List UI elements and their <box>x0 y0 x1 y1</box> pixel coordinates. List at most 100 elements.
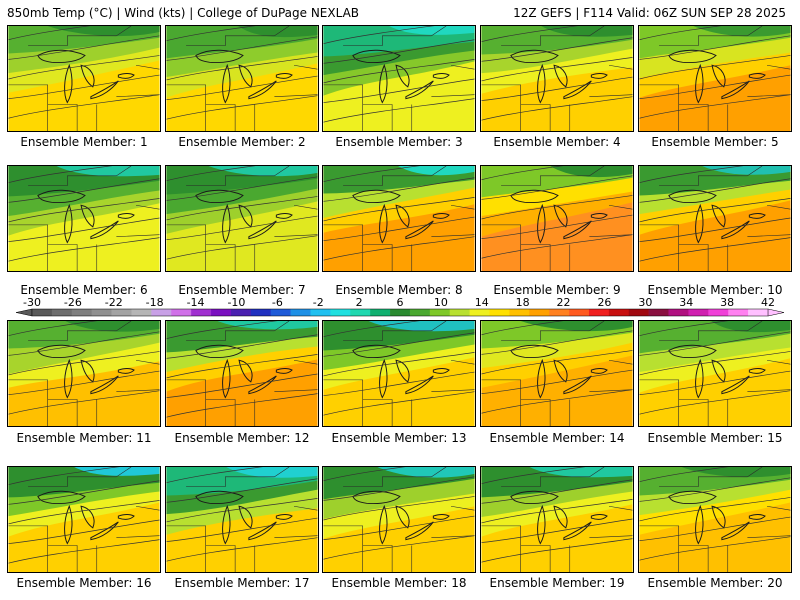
colorbar-swatch <box>270 309 291 316</box>
colorbar-swatch <box>131 309 152 316</box>
ensemble-member-label: Ensemble Member: 15 <box>647 431 783 445</box>
temperature-map <box>480 165 634 272</box>
colorbar-tick-label: -26 <box>64 296 82 309</box>
height-contours <box>639 321 791 415</box>
state-borders <box>481 467 633 572</box>
temp-band <box>217 321 318 330</box>
temp-band <box>520 321 633 332</box>
colorbar-swatch <box>728 309 749 316</box>
temp-band <box>238 26 318 38</box>
state-borders <box>323 166 475 271</box>
colorbar-tick-label: -18 <box>146 296 164 309</box>
state-borders <box>481 166 633 271</box>
temp-band <box>377 467 475 478</box>
colorbar-tick-label: 34 <box>679 296 693 309</box>
great-lakes-outline <box>510 490 608 545</box>
state-borders <box>8 467 160 572</box>
temperature-map <box>7 25 161 132</box>
state-borders <box>166 321 318 426</box>
colorbar-swatch <box>111 309 132 316</box>
state-borders <box>166 467 318 572</box>
temperature-map <box>480 320 634 427</box>
temperature-map <box>165 165 319 272</box>
height-contours <box>166 166 318 260</box>
colorbar-swatch <box>588 309 610 316</box>
great-lakes-outline <box>352 490 450 545</box>
height-contours <box>481 166 633 259</box>
colorbar-swatch <box>608 309 630 316</box>
temperature-map <box>322 165 476 272</box>
ensemble-panel <box>7 320 161 427</box>
temperature-map <box>638 25 792 132</box>
colorbar-swatch <box>191 309 212 316</box>
height-contours <box>639 467 791 561</box>
temp-band <box>368 321 475 332</box>
colorbar-swatch <box>648 309 669 316</box>
temperature-map <box>480 466 634 573</box>
ensemble-member-label: Ensemble Member: 7 <box>178 283 306 297</box>
colorbar-swatch <box>509 309 530 316</box>
temp-band <box>65 321 160 332</box>
temp-band <box>541 26 633 37</box>
great-lakes-outline <box>510 344 608 399</box>
state-borders <box>481 321 633 426</box>
temp-band <box>74 467 160 476</box>
height-contours <box>481 321 633 414</box>
colorbar-swatch <box>569 309 590 316</box>
temperature-map <box>480 25 634 132</box>
height-contours <box>8 321 160 415</box>
colorbar-tick-label: 22 <box>557 296 571 309</box>
height-contours <box>323 321 475 416</box>
colorbar-swatch <box>171 309 192 316</box>
height-contours <box>481 26 633 121</box>
ensemble-panel <box>165 25 319 132</box>
temperature-map <box>638 320 792 427</box>
ensemble-panel <box>322 165 476 272</box>
ensemble-member-label: Ensemble Member: 19 <box>489 576 625 590</box>
ensemble-panel <box>638 25 792 132</box>
colorbar-swatch <box>688 309 709 316</box>
temp-band <box>389 26 475 35</box>
height-contours <box>323 26 475 123</box>
colorbar-tick-label: -6 <box>272 296 283 309</box>
header-left-title: 850mb Temp (°C) | Wind (kts) | College o… <box>7 6 360 20</box>
colorbar-tick-label: 42 <box>761 296 775 309</box>
colorbar-swatch <box>350 309 371 316</box>
height-contours <box>639 26 791 119</box>
ensemble-member-label: Ensemble Member: 12 <box>174 431 310 445</box>
colorbar-swatch <box>549 309 570 316</box>
colorbar-swatch <box>708 309 729 316</box>
colorbar-swatch <box>330 309 351 316</box>
temperature-colorbar: -30 -26 -22 -18 -14 -10 -6 -2 2 6 10 14 18 22 26 30 34 38… <box>15 296 785 317</box>
temperature-map <box>322 466 476 573</box>
height-contours <box>8 166 160 262</box>
colorbar-swatch <box>409 309 431 316</box>
ensemble-member-label: Ensemble Member: 14 <box>489 431 625 445</box>
ensemble-member-label: Ensemble Member: 3 <box>335 135 463 149</box>
colorbar-swatch <box>290 309 311 316</box>
ensemble-member-label: Ensemble Member: 11 <box>16 431 152 445</box>
ensemble-panel <box>480 466 634 573</box>
colorbar-swatch <box>32 309 53 316</box>
colorbar-arrow-left <box>15 308 33 317</box>
colorbar-swatch <box>151 309 172 316</box>
ensemble-panel <box>322 466 476 573</box>
great-lakes-outline <box>668 49 766 104</box>
colorbar-tick-label: 2 <box>356 296 363 309</box>
colorbar-swatch <box>390 309 411 316</box>
temperature-map <box>165 466 319 573</box>
colorbar-tick-label: 18 <box>516 296 530 309</box>
state-borders <box>639 26 791 131</box>
colorbar-tick-label: -10 <box>227 296 245 309</box>
ensemble-member-label: Ensemble Member: 18 <box>331 576 467 590</box>
great-lakes-outline <box>352 189 450 244</box>
temperature-map <box>165 25 319 132</box>
colorbar-swatch <box>469 309 490 316</box>
temp-band <box>550 166 633 178</box>
state-borders <box>639 166 791 271</box>
colorbar-swatch <box>91 309 112 316</box>
temperature-map <box>165 320 319 427</box>
state-borders <box>639 321 791 426</box>
ensemble-member-label: Ensemble Member: 2 <box>178 135 306 149</box>
ensemble-panel <box>7 25 161 132</box>
